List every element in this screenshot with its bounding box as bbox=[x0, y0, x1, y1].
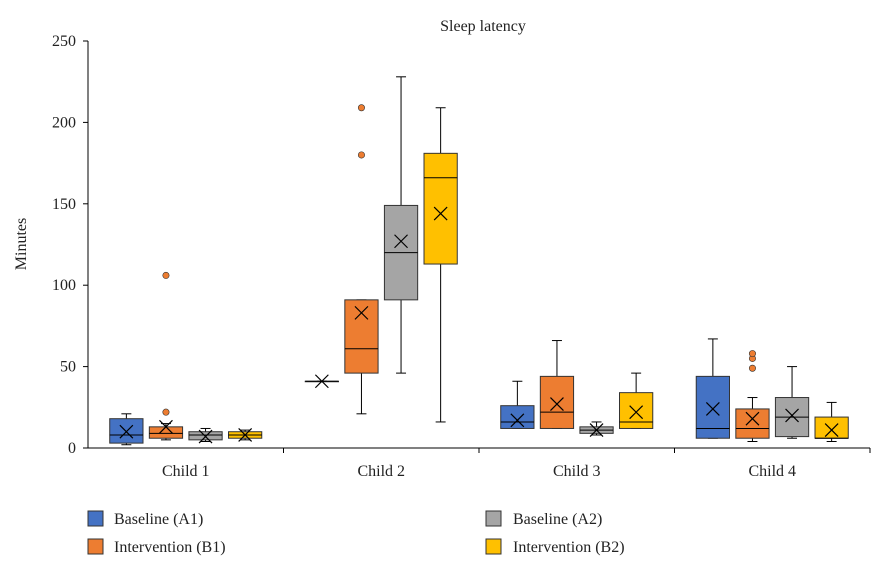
box-group bbox=[735, 350, 770, 442]
box-group bbox=[148, 271, 184, 441]
box-group bbox=[304, 374, 339, 389]
box-group bbox=[695, 338, 730, 439]
legend-label-intervention-b1: Intervention (B1) bbox=[114, 539, 226, 556]
legend-swatch-intervention-b2 bbox=[485, 538, 502, 555]
outlier-point bbox=[162, 271, 170, 279]
y-axis-label: Minutes bbox=[13, 218, 30, 270]
chart-title: Sleep latency bbox=[440, 18, 526, 35]
mean-marker bbox=[629, 405, 644, 420]
box-group bbox=[188, 427, 223, 444]
legend-swatch-baseline-a2 bbox=[485, 510, 502, 527]
box-iqr bbox=[344, 299, 379, 374]
mean-marker bbox=[433, 206, 448, 221]
legend-swatch-baseline-a1 bbox=[87, 510, 104, 527]
outlier-point bbox=[357, 104, 365, 112]
mean-marker bbox=[824, 423, 839, 438]
outlier-point bbox=[748, 350, 756, 358]
mean-marker bbox=[238, 428, 253, 442]
mean-marker bbox=[314, 374, 329, 389]
y-tick-label: 100 bbox=[52, 277, 76, 294]
y-tick-label: 50 bbox=[60, 359, 76, 376]
y-tick-label: 250 bbox=[52, 33, 76, 50]
mean-marker bbox=[119, 424, 134, 439]
box-group bbox=[579, 421, 614, 438]
mean-marker bbox=[785, 408, 799, 423]
mean-marker bbox=[159, 419, 173, 434]
legend-label-baseline-a1: Baseline (A1) bbox=[114, 511, 203, 528]
x-tick-label: Child 4 bbox=[748, 463, 796, 480]
x-tick-label: Child 1 bbox=[162, 463, 210, 480]
box-group bbox=[423, 107, 458, 423]
box-group bbox=[109, 413, 144, 446]
x-tick-label: Child 3 bbox=[553, 463, 601, 480]
box-group bbox=[383, 76, 419, 374]
y-tick-label: 150 bbox=[52, 196, 76, 213]
mean-marker bbox=[198, 429, 213, 444]
mean-marker bbox=[589, 423, 604, 438]
box-iqr bbox=[695, 375, 730, 439]
box-group bbox=[814, 401, 849, 442]
box-iqr bbox=[735, 408, 770, 439]
box-group bbox=[344, 104, 379, 415]
outlier-point bbox=[357, 151, 365, 159]
box-iqr bbox=[148, 426, 184, 439]
y-tick-label: 0 bbox=[68, 440, 76, 457]
legend-label-intervention-b2: Intervention (B2) bbox=[513, 539, 625, 556]
axes: 0 50 100 150 200 250 Child 1 Child 2 Child 3 Chil… bbox=[52, 33, 871, 480]
box-group bbox=[228, 428, 263, 442]
box-iqr bbox=[500, 405, 535, 429]
x-tick-label: Child 2 bbox=[357, 463, 405, 480]
y-tick-label: 200 bbox=[52, 114, 76, 131]
mean-marker bbox=[510, 413, 525, 428]
legend-label-baseline-a2: Baseline (A2) bbox=[513, 511, 602, 528]
box-iqr bbox=[539, 375, 575, 429]
box-group bbox=[539, 340, 575, 429]
box-group bbox=[774, 366, 810, 439]
plot-area bbox=[109, 76, 849, 446]
box-iqr bbox=[619, 392, 654, 429]
mean-marker bbox=[550, 397, 564, 411]
mean-marker bbox=[354, 305, 369, 320]
box-iqr bbox=[423, 152, 458, 265]
outlier-point bbox=[748, 364, 756, 372]
mean-marker bbox=[705, 402, 720, 416]
mean-marker bbox=[745, 411, 760, 426]
box-iqr bbox=[814, 416, 849, 439]
mean-marker bbox=[394, 234, 408, 249]
legend: Baseline (A1) Intervention (B1) Baseline… bbox=[87, 510, 625, 556]
box-group bbox=[500, 380, 535, 429]
legend-swatch-intervention-b1 bbox=[87, 538, 104, 555]
box-group bbox=[619, 372, 654, 429]
outlier-point bbox=[162, 408, 170, 416]
